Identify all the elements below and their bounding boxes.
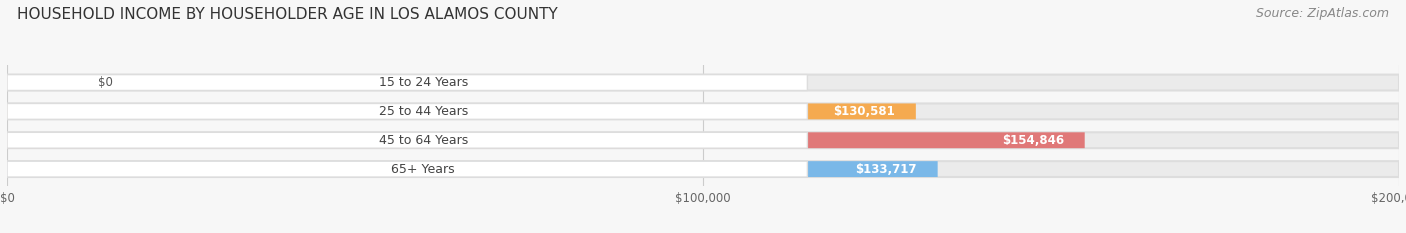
Text: 25 to 44 Years: 25 to 44 Years: [378, 105, 468, 118]
FancyBboxPatch shape: [7, 161, 938, 177]
FancyBboxPatch shape: [7, 103, 1399, 119]
Text: 65+ Years: 65+ Years: [391, 163, 456, 176]
Text: $0: $0: [97, 76, 112, 89]
Text: $133,717: $133,717: [855, 163, 917, 176]
Text: Source: ZipAtlas.com: Source: ZipAtlas.com: [1256, 7, 1389, 20]
FancyBboxPatch shape: [7, 103, 807, 119]
FancyBboxPatch shape: [7, 75, 807, 90]
FancyBboxPatch shape: [7, 103, 915, 119]
Text: 15 to 24 Years: 15 to 24 Years: [378, 76, 468, 89]
Text: $130,581: $130,581: [834, 105, 896, 118]
FancyBboxPatch shape: [7, 161, 1399, 177]
Text: HOUSEHOLD INCOME BY HOUSEHOLDER AGE IN LOS ALAMOS COUNTY: HOUSEHOLD INCOME BY HOUSEHOLDER AGE IN L…: [17, 7, 558, 22]
FancyBboxPatch shape: [7, 132, 1399, 148]
FancyBboxPatch shape: [7, 75, 1399, 90]
FancyBboxPatch shape: [7, 132, 1084, 148]
FancyBboxPatch shape: [7, 75, 63, 90]
Text: $154,846: $154,846: [1001, 134, 1064, 147]
Text: 45 to 64 Years: 45 to 64 Years: [378, 134, 468, 147]
FancyBboxPatch shape: [7, 161, 807, 177]
FancyBboxPatch shape: [7, 132, 807, 148]
